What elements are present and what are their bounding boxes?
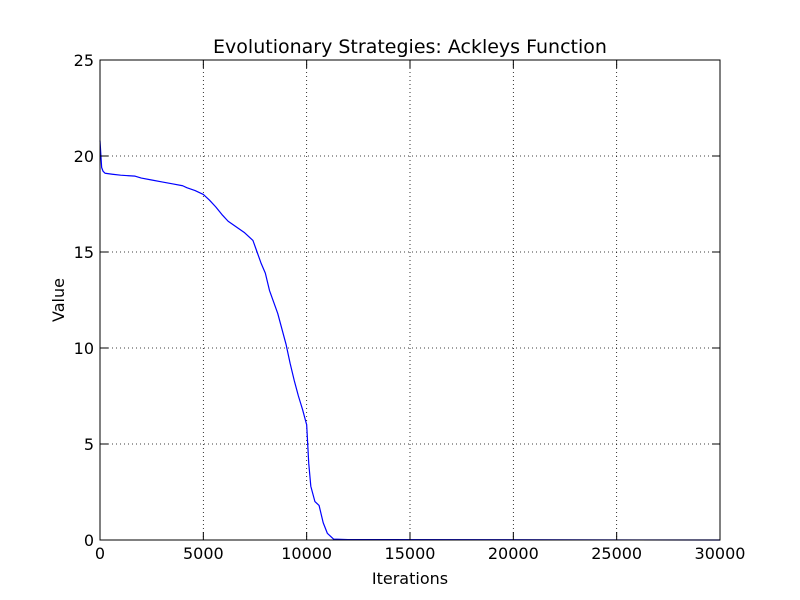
x-tick-label: 25000 <box>591 544 642 563</box>
series-layer <box>99 140 721 541</box>
series-line <box>99 140 721 541</box>
x-tick-label: 5000 <box>183 544 224 563</box>
chart-title: Evolutionary Strategies: Ackleys Functio… <box>213 36 607 58</box>
y-tick-label: 15 <box>74 243 94 262</box>
x-tick-label: 10000 <box>281 544 332 563</box>
y-tick-label: 0 <box>84 531 94 550</box>
x-axis-label: Iterations <box>372 569 448 588</box>
y-tick-label: 10 <box>74 339 94 358</box>
ticks: 0 5000 10000 15000 20000 25000 30000 0 5 10 15 20 25 <box>74 51 746 563</box>
x-tick-label: 15000 <box>385 544 436 563</box>
x-tick-label: 0 <box>95 544 105 563</box>
y-axis-label: Value <box>49 278 68 322</box>
x-tick-label: 20000 <box>488 544 539 563</box>
grid <box>100 60 720 540</box>
y-tick-label: 20 <box>74 147 94 166</box>
y-tick-label: 5 <box>84 435 94 454</box>
x-tick-label: 30000 <box>695 544 746 563</box>
y-tick-label: 25 <box>74 51 94 70</box>
